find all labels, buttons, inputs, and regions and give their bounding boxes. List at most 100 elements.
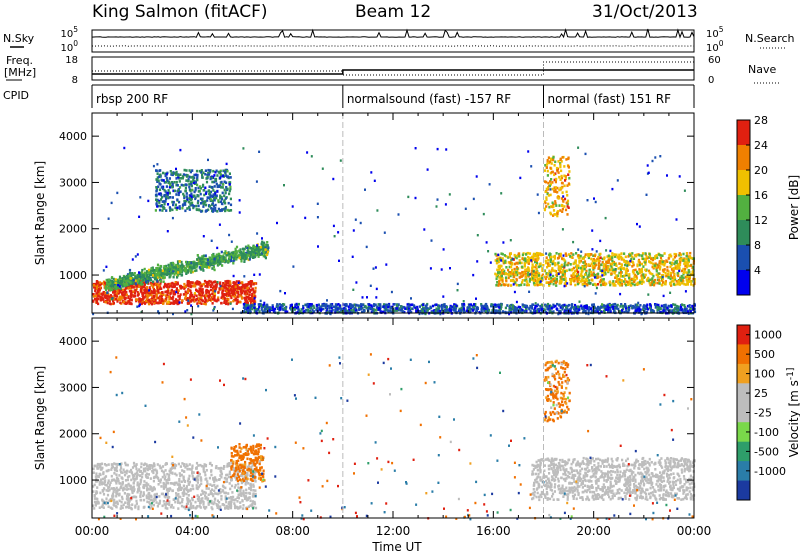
data-cell bbox=[381, 305, 385, 308]
data-cell bbox=[177, 273, 180, 277]
data-cell bbox=[148, 277, 151, 280]
data-cell bbox=[216, 298, 219, 301]
data-cell bbox=[230, 259, 233, 263]
data-cell bbox=[498, 268, 501, 271]
data-cell bbox=[398, 307, 401, 310]
data-cell bbox=[234, 281, 237, 285]
data-cell bbox=[132, 282, 135, 285]
data-cell bbox=[163, 202, 166, 206]
data-cell bbox=[538, 252, 541, 255]
data-cell bbox=[500, 252, 503, 255]
data-cell bbox=[246, 283, 250, 286]
data-cell bbox=[553, 186, 556, 189]
data-cell bbox=[259, 253, 262, 256]
data-cell bbox=[146, 275, 149, 278]
data-cell bbox=[610, 262, 613, 266]
data-cell bbox=[315, 308, 318, 312]
data-cell bbox=[687, 259, 690, 262]
data-cell bbox=[606, 261, 609, 264]
cpid-program-2: normal (fast) 151 RF bbox=[548, 92, 672, 106]
data-cell bbox=[181, 176, 184, 180]
data-cell bbox=[92, 299, 95, 303]
data-cell bbox=[406, 306, 409, 309]
data-cell bbox=[581, 283, 584, 286]
data-cell bbox=[197, 283, 200, 286]
data-cell bbox=[587, 274, 590, 277]
data-cell bbox=[551, 181, 554, 184]
data-cell bbox=[175, 263, 178, 267]
data-cell bbox=[222, 256, 225, 259]
data-cell bbox=[211, 259, 214, 263]
data-cell bbox=[157, 185, 160, 188]
data-cell bbox=[377, 303, 380, 306]
data-cell bbox=[132, 286, 135, 289]
data-cell bbox=[553, 178, 556, 182]
data-cell bbox=[557, 265, 561, 268]
data-cell bbox=[518, 261, 521, 265]
data-cell bbox=[144, 288, 147, 291]
data-cell bbox=[204, 300, 207, 304]
data-cell bbox=[220, 186, 223, 189]
data-cell bbox=[285, 305, 288, 309]
data-cell bbox=[397, 303, 400, 306]
data-cell bbox=[545, 198, 548, 201]
data-cell bbox=[616, 303, 619, 307]
data-cell bbox=[614, 302, 617, 306]
data-cell bbox=[114, 281, 117, 284]
data-cell bbox=[619, 273, 622, 276]
data-cell bbox=[514, 273, 517, 277]
data-cell bbox=[308, 309, 311, 313]
data-cell bbox=[95, 281, 98, 285]
data-cell bbox=[266, 244, 269, 247]
data-cell bbox=[500, 273, 503, 276]
data-cell bbox=[206, 199, 209, 202]
data-cell bbox=[175, 266, 178, 270]
data-cell bbox=[248, 293, 251, 297]
data-cell bbox=[309, 303, 312, 306]
data-cell bbox=[508, 255, 511, 258]
data-cell bbox=[213, 259, 216, 262]
data-cell bbox=[573, 303, 577, 307]
data-cell bbox=[227, 261, 230, 264]
data-cell bbox=[149, 270, 152, 273]
data-cell bbox=[112, 291, 115, 294]
data-cell bbox=[588, 306, 591, 309]
data-cell bbox=[382, 303, 386, 306]
data-cell bbox=[212, 265, 215, 269]
data-cell bbox=[144, 277, 147, 281]
data-cell bbox=[167, 181, 170, 185]
data-cell bbox=[589, 264, 592, 267]
data-cell bbox=[558, 254, 561, 258]
data-cell bbox=[229, 282, 232, 285]
data-cell bbox=[125, 274, 128, 278]
data-cell bbox=[521, 281, 524, 284]
data-cell bbox=[360, 307, 363, 311]
data-cell bbox=[596, 276, 600, 279]
data-cell bbox=[166, 179, 169, 183]
data-cell bbox=[228, 255, 231, 258]
data-cell bbox=[213, 261, 216, 264]
data-cell bbox=[595, 307, 598, 310]
data-cell bbox=[522, 309, 525, 313]
data-cell bbox=[242, 255, 245, 259]
data-cell bbox=[631, 252, 634, 255]
data-cell bbox=[523, 265, 526, 268]
data-cell bbox=[542, 263, 545, 267]
data-cell bbox=[348, 308, 351, 311]
data-cell bbox=[223, 297, 226, 300]
data-cell bbox=[158, 287, 162, 291]
data-cell bbox=[243, 260, 246, 263]
data-cell bbox=[160, 297, 163, 301]
data-cell bbox=[223, 188, 226, 192]
data-cell bbox=[185, 192, 188, 195]
data-cell bbox=[136, 298, 139, 301]
data-cell bbox=[108, 295, 111, 298]
data-cell bbox=[229, 209, 233, 212]
data-cell bbox=[632, 261, 635, 265]
data-cell bbox=[220, 202, 224, 205]
data-cell bbox=[621, 275, 624, 278]
data-cell bbox=[566, 205, 569, 208]
data-cell bbox=[527, 271, 530, 275]
data-cell bbox=[205, 281, 208, 285]
data-cell bbox=[180, 177, 183, 180]
